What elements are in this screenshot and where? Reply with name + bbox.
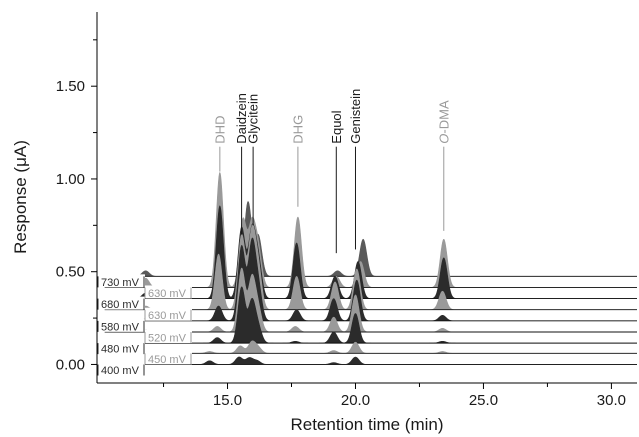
annotation-label: Genistein — [348, 89, 363, 144]
series-label-layer: 400 mV 450 mV 480 mV 520 mV 580 mV 630 mV 680 … — [97, 274, 192, 377]
trace-layer — [104, 171, 637, 365]
y-tick-label: 0.00 — [56, 356, 85, 373]
trace-8 — [104, 200, 637, 277]
x-tick-label: 30.0 — [597, 392, 626, 409]
tick-layer: 15.0 20.0 25.0 30.0 0.00 0.50 1.00 1.50 — [56, 39, 626, 409]
annotation-label: DHG — [290, 115, 305, 144]
annotation-label: O-DMA — [436, 100, 451, 144]
series-label-bg — [145, 351, 192, 365]
series-label-bg — [145, 329, 192, 343]
y-tick-label: 0.50 — [56, 264, 85, 281]
series-label-bg — [98, 341, 145, 355]
axes-layer — [96, 12, 637, 384]
series-label-bg — [98, 362, 145, 376]
series-label-bg — [98, 296, 145, 310]
y-axis-title: Response (μA) — [11, 140, 30, 254]
series-label: 630 mV — [148, 288, 187, 300]
y-tick-label: 1.00 — [56, 171, 85, 188]
annotation-label: Daidzein — [234, 93, 249, 144]
annotation-label: Glycitein — [246, 94, 261, 144]
x-axis-title: Retention time (min) — [290, 415, 443, 434]
x-tick-label: 20.0 — [341, 392, 370, 409]
series-label: 580 mV — [101, 321, 140, 333]
trace-3 — [104, 267, 637, 333]
series-label: 730 mV — [101, 277, 140, 289]
x-tick-label: 25.0 — [469, 392, 498, 409]
series-label: 400 mV — [101, 365, 140, 377]
series-label-bg — [145, 307, 192, 321]
x-tick-label: 15.0 — [213, 392, 242, 409]
series-label: 630 mV — [148, 310, 187, 322]
annotation-label: DHD — [212, 116, 227, 144]
trace-7 — [104, 171, 637, 288]
series-label-bg — [145, 285, 192, 299]
annotation-label: Equol — [329, 110, 344, 143]
trace-6 — [104, 205, 637, 299]
series-label: 480 mV — [101, 344, 140, 356]
series-label: 520 mV — [148, 332, 187, 344]
series-label: 450 mV — [148, 354, 187, 366]
y-tick-label: 1.50 — [56, 78, 85, 95]
series-label-bg — [98, 274, 145, 288]
series-label-bg — [98, 318, 145, 332]
series-label: 680 mV — [101, 299, 140, 311]
